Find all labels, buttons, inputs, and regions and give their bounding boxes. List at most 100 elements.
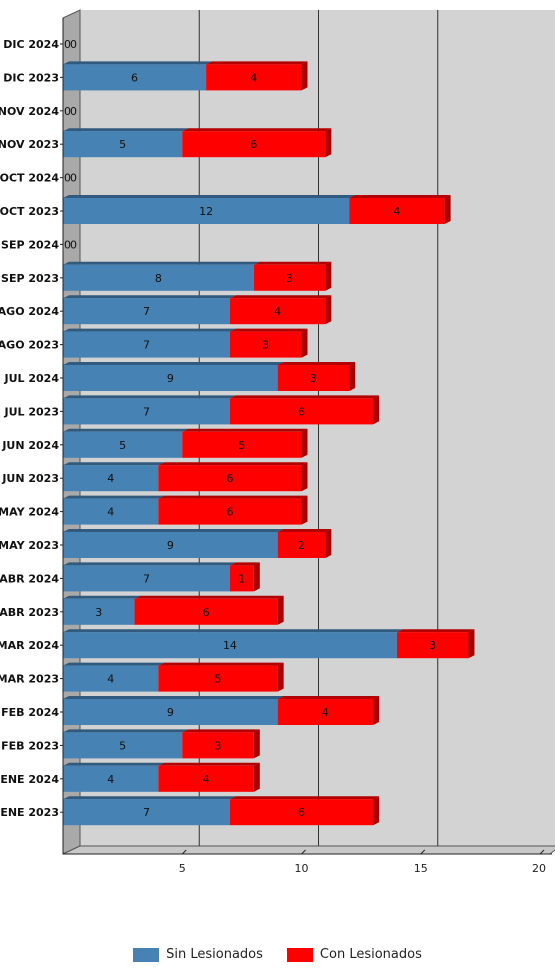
bar-con-lesionados-ago-2024 [229, 295, 332, 325]
bar-sin-lesionados-feb-2024 [63, 696, 284, 725]
legend-label-sin-lesionados: Sin Lesionados [166, 947, 263, 962]
bar-top-face [206, 61, 308, 65]
bar-con-lesionados-abr-2024 [229, 562, 260, 592]
bar-con-lesionados-sep-2023 [253, 261, 332, 291]
bar-top-face [63, 562, 236, 566]
bar-top-face [158, 462, 308, 466]
bar-side-face [253, 729, 260, 759]
data-label: 9 [167, 539, 174, 552]
bar-front-face [63, 431, 183, 458]
data-label: 4 [107, 773, 114, 786]
bar-top-face [63, 495, 165, 499]
bar-top-face [63, 696, 284, 699]
bar-front-face [277, 365, 350, 391]
bar-con-lesionados-mar-2023 [158, 662, 284, 692]
bar-front-face [253, 264, 326, 291]
bar-sin-lesionados-ene-2024 [63, 762, 165, 792]
bar-front-face [63, 598, 135, 625]
data-label: 4 [203, 773, 210, 786]
data-label: 7 [143, 405, 150, 418]
axes [60, 18, 552, 855]
data-label: 3 [262, 339, 269, 352]
bar-con-lesionados-ene-2024 [158, 762, 260, 792]
bar-front-face [63, 465, 159, 492]
bar-side-face [301, 495, 308, 525]
data-label: 14 [223, 639, 237, 652]
data-label: 4 [322, 706, 329, 719]
data-label: 4 [107, 673, 114, 686]
data-label: 4 [250, 71, 257, 84]
bar-top-face [63, 529, 284, 532]
bar-front-face [63, 565, 230, 592]
bar-con-lesionados-dic-2023 [206, 61, 308, 91]
bar-side-face [373, 696, 380, 725]
bar-front-face [63, 799, 230, 826]
legend-item-sin-lesionados: Sin Lesionados [133, 947, 263, 962]
x-tick [181, 849, 187, 855]
bar-con-lesionados-may-2024 [158, 495, 308, 525]
bar-top-face [63, 395, 236, 399]
bar-side-face [277, 595, 284, 625]
bar-top-face [63, 295, 236, 299]
bar-sin-lesionados-mar-2023 [63, 662, 165, 692]
bar-side-face [373, 395, 380, 425]
bar-sin-lesionados-jul-2023 [63, 395, 236, 425]
bar-front-face [229, 398, 374, 425]
category-label: ABR 2023 [0, 606, 59, 619]
bar-front-face [63, 498, 159, 525]
category-label: AGO 2023 [0, 339, 59, 352]
data-label: 0 [70, 105, 77, 118]
data-label: 0 [64, 105, 71, 118]
data-label: 6 [250, 138, 257, 151]
bar-con-lesionados-jun-2023 [158, 462, 308, 492]
data-label: 0 [70, 238, 77, 251]
category-label: JUL 2024 [4, 372, 60, 385]
category-label: OCT 2024 [0, 172, 59, 185]
bar-front-face [277, 532, 326, 558]
data-label: 1 [238, 572, 245, 585]
bar-side-face [301, 61, 308, 91]
bar-sin-lesionados-jul-2024 [63, 362, 284, 391]
x-tick-label: 20 [532, 862, 546, 875]
bar-side-face [325, 128, 332, 158]
bar-top-face [349, 195, 451, 198]
data-label: 3 [429, 639, 436, 652]
category-label: NOV 2024 [0, 105, 59, 118]
bar-front-face [229, 565, 254, 592]
bar-top-face [63, 629, 403, 633]
bar-con-lesionados-jun-2024 [182, 428, 308, 458]
bar-sin-lesionados-jun-2023 [63, 462, 165, 492]
data-label: 7 [143, 339, 150, 352]
bar-sin-lesionados-sep-2023 [63, 261, 260, 291]
category-label: ABR 2024 [0, 572, 59, 585]
bar-front-face [63, 331, 230, 358]
bar-front-face [158, 765, 254, 792]
x-tick [301, 849, 306, 855]
bar-front-face [63, 532, 278, 558]
bars [63, 61, 475, 826]
legend-swatch-sin-lesionados [133, 947, 160, 962]
bar-front-face [349, 198, 445, 224]
category-label: JUL 2023 [4, 405, 59, 418]
bar-front-face [63, 699, 278, 725]
bar-top-face [63, 462, 165, 466]
data-label: 3 [215, 739, 222, 752]
data-label: 6 [203, 606, 210, 619]
bar-top-face [63, 662, 165, 666]
category-label: ENE 2024 [0, 773, 59, 786]
bar-side-face [349, 362, 356, 391]
bar-sin-lesionados-may-2024 [63, 495, 165, 525]
bar-sin-lesionados-dic-2023 [63, 61, 213, 91]
category-label: SEP 2023 [1, 272, 59, 285]
bar-front-face [277, 699, 374, 725]
bar-front-face [63, 365, 278, 391]
category-label: MAY 2023 [0, 539, 59, 552]
bar-side-face [325, 529, 332, 558]
bar-front-face [63, 765, 159, 792]
bar-front-face [158, 465, 302, 492]
bar-top-face [63, 762, 165, 766]
bar-con-lesionados-may-2023 [277, 529, 332, 558]
bar-top-face [396, 629, 475, 633]
legend-item-con-lesionados: Con Lesionados [286, 947, 422, 962]
